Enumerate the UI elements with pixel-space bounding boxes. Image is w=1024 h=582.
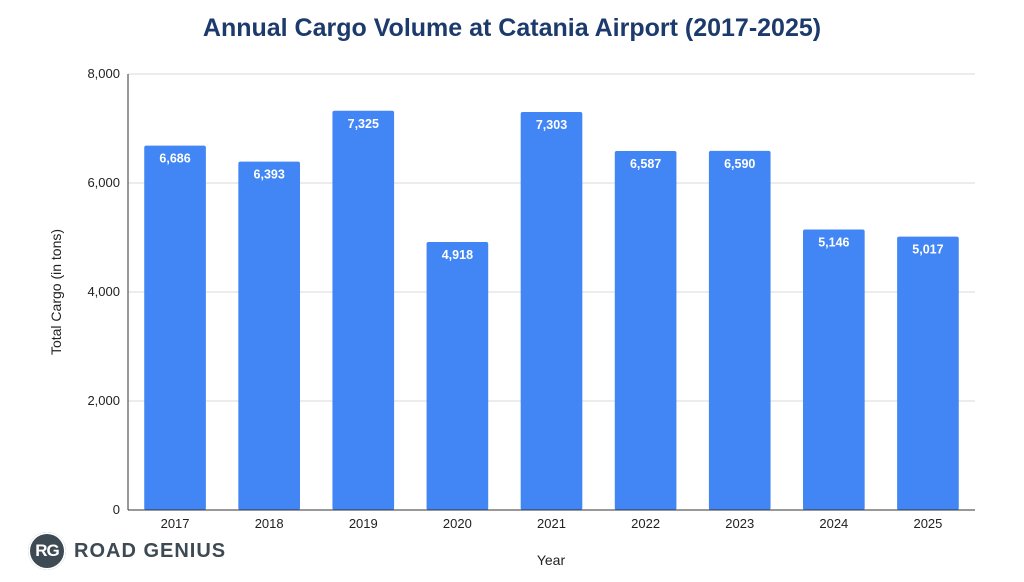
- data-label: 5,017: [912, 243, 943, 257]
- y-tick-label: 8,000: [87, 66, 120, 81]
- x-tick-label: 2019: [349, 516, 378, 531]
- chart-title: Annual Cargo Volume at Catania Airport (…: [202, 14, 822, 42]
- x-tick-label: 2025: [913, 516, 942, 531]
- bar: [803, 229, 865, 510]
- data-label: 4,918: [442, 248, 473, 262]
- data-label: 6,393: [254, 168, 285, 182]
- data-label: 6,590: [724, 157, 755, 171]
- bar: [332, 110, 395, 510]
- data-label: 7,303: [536, 118, 567, 132]
- bar: [897, 236, 959, 511]
- brand-mark-icon: RG: [28, 532, 66, 570]
- x-tick-label: 2024: [819, 516, 848, 531]
- brand-name: ROAD GENIUS: [74, 539, 227, 562]
- x-tick-label: 2021: [537, 516, 566, 531]
- y-tick-label: 2,000: [87, 393, 120, 408]
- y-tick-label: 4,000: [87, 284, 120, 299]
- brand-logo: RG ROAD GENIUS: [28, 531, 226, 571]
- bar: [708, 150, 771, 510]
- bar: [426, 241, 489, 510]
- data-label: 7,325: [348, 117, 379, 131]
- bar: [520, 111, 583, 510]
- x-tick-label: 2020: [443, 516, 472, 531]
- x-tick-label: 2017: [161, 516, 190, 531]
- data-label: 6,587: [630, 157, 661, 171]
- x-tick-label: 2023: [725, 516, 754, 531]
- x-tick-label: 2022: [631, 516, 660, 531]
- bar: [614, 151, 677, 511]
- y-tick-label: 0: [113, 502, 120, 517]
- x-axis-title: Year: [537, 552, 566, 568]
- y-axis-title: Total Cargo (in tons): [48, 229, 64, 355]
- x-tick-label: 2018: [255, 516, 284, 531]
- bar: [238, 161, 300, 511]
- bar: [144, 145, 206, 510]
- data-label: 6,686: [159, 152, 190, 166]
- data-label: 5,146: [818, 236, 849, 250]
- y-tick-label: 6,000: [87, 175, 120, 190]
